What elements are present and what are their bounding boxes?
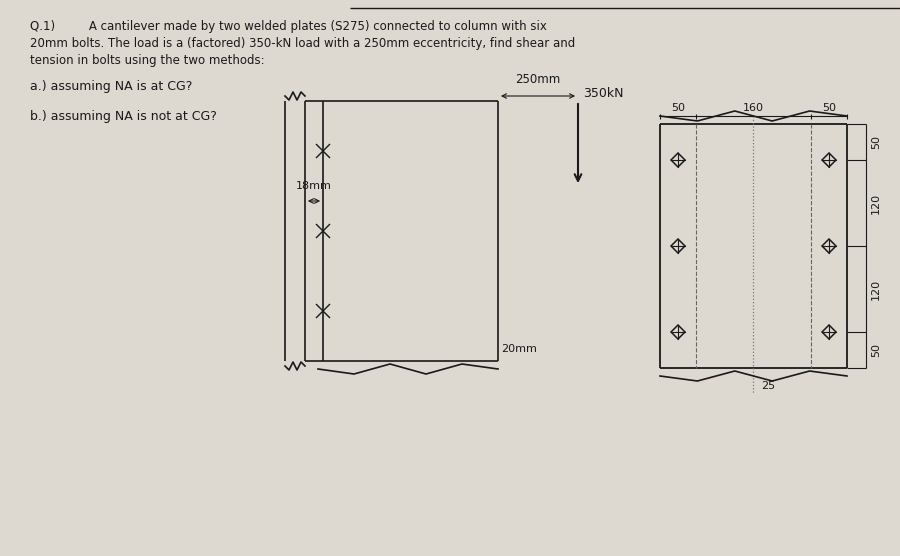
Text: 50: 50 (871, 343, 881, 357)
Text: 250mm: 250mm (516, 73, 561, 86)
Text: 20mm: 20mm (501, 344, 537, 354)
Text: Q.1)         A cantilever made by two welded plates (S275) connected to column w: Q.1) A cantilever made by two welded pla… (30, 19, 547, 32)
Text: 18mm: 18mm (296, 181, 332, 191)
Text: 50: 50 (671, 103, 685, 113)
Text: b.) assuming NA is not at CG?: b.) assuming NA is not at CG? (30, 110, 217, 122)
Text: 120: 120 (871, 192, 881, 214)
Text: tension in bolts using the two methods:: tension in bolts using the two methods: (30, 53, 265, 67)
Text: 350kN: 350kN (583, 87, 624, 100)
Text: a.) assuming NA is at CG?: a.) assuming NA is at CG? (30, 80, 193, 92)
Text: 120: 120 (871, 279, 881, 300)
Text: 160: 160 (743, 103, 764, 113)
Text: 50: 50 (871, 135, 881, 149)
Text: 20mm bolts. The load is a (factored) 350-kN load with a 250mm eccentricity, find: 20mm bolts. The load is a (factored) 350… (30, 37, 575, 49)
Text: 50: 50 (822, 103, 836, 113)
Text: 25: 25 (761, 381, 775, 391)
